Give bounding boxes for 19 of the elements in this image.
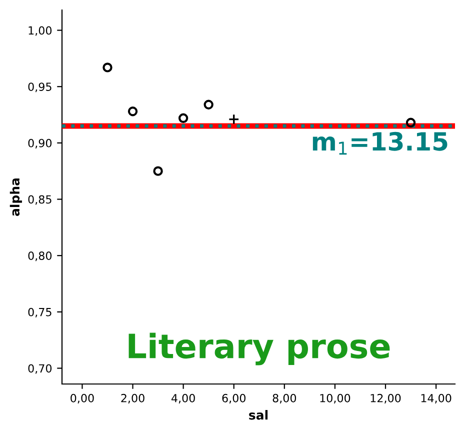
y-tick-label: 0,85 — [28, 195, 52, 205]
y-tick-label: 0,80 — [28, 252, 52, 262]
x-tick-label: 10,00 — [320, 394, 350, 404]
x-tick-label: 8,00 — [272, 394, 296, 404]
x-tick-label: 12,00 — [370, 394, 401, 404]
annotation: Literary prose — [128, 332, 390, 366]
x-tick-label: 4,00 — [171, 394, 195, 404]
x-axis-title: sal — [249, 410, 268, 420]
y-tick-label: 0,95 — [28, 82, 52, 92]
y-tick-label: 1,00 — [28, 26, 52, 36]
annotation: m$_{1}$=13.15 — [312, 132, 448, 155]
x-tick-label: 6,00 — [222, 394, 246, 404]
y-tick-label: 0,75 — [28, 308, 52, 318]
y-tick-label: 0,90 — [28, 138, 52, 148]
x-tick-label: 14,00 — [421, 394, 452, 404]
x-tick-label: 2,00 — [121, 394, 144, 404]
y-axis-title: alpha — [10, 178, 22, 216]
x-tick-label: 0,00 — [70, 394, 94, 404]
y-tick-label: 0,70 — [28, 364, 52, 374]
